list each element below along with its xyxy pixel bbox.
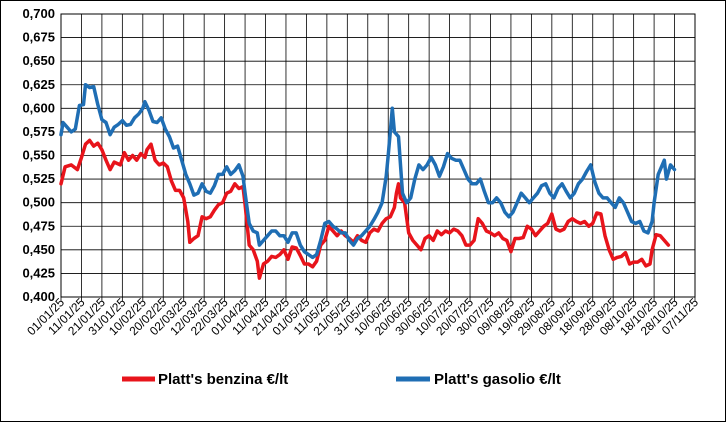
series-line-benzina: [59, 138, 671, 280]
legend-label-gasolio: Platt's gasolio €/lt: [434, 371, 561, 388]
legend-label-benzina: Platt's benzina €/lt: [158, 371, 288, 388]
legend: Platt's benzina €/lt Platt's gasolio €/l…: [122, 371, 561, 388]
y-axis: 0,400 0,425 0,450 0,475 0,500 0,525 0,550 0,575…: [22, 6, 55, 304]
y-tick-label: 0,600: [22, 100, 55, 115]
y-tick-label: 0,475: [22, 218, 55, 233]
y-tick-label: 0,650: [22, 53, 55, 68]
y-tick-label: 0,500: [22, 195, 55, 210]
y-tick-label: 0,550: [22, 148, 55, 163]
y-tick-label: 0,425: [22, 265, 55, 280]
series-lines: [59, 82, 677, 280]
x-axis: 01/01/2511/01/2521/01/2531/01/2510/02/25…: [24, 295, 701, 338]
y-tick-label: 0,675: [22, 30, 55, 45]
y-tick-label: 0,525: [22, 171, 55, 186]
series-line-gasolio: [59, 82, 677, 260]
y-tick-label: 0,575: [22, 124, 55, 139]
gridlines: [60, 13, 696, 301]
y-tick-label: 0,400: [22, 289, 55, 304]
y-tick-label: 0,700: [22, 6, 55, 21]
y-tick-label: 0,450: [22, 242, 55, 257]
y-tick-label: 0,625: [22, 77, 55, 92]
